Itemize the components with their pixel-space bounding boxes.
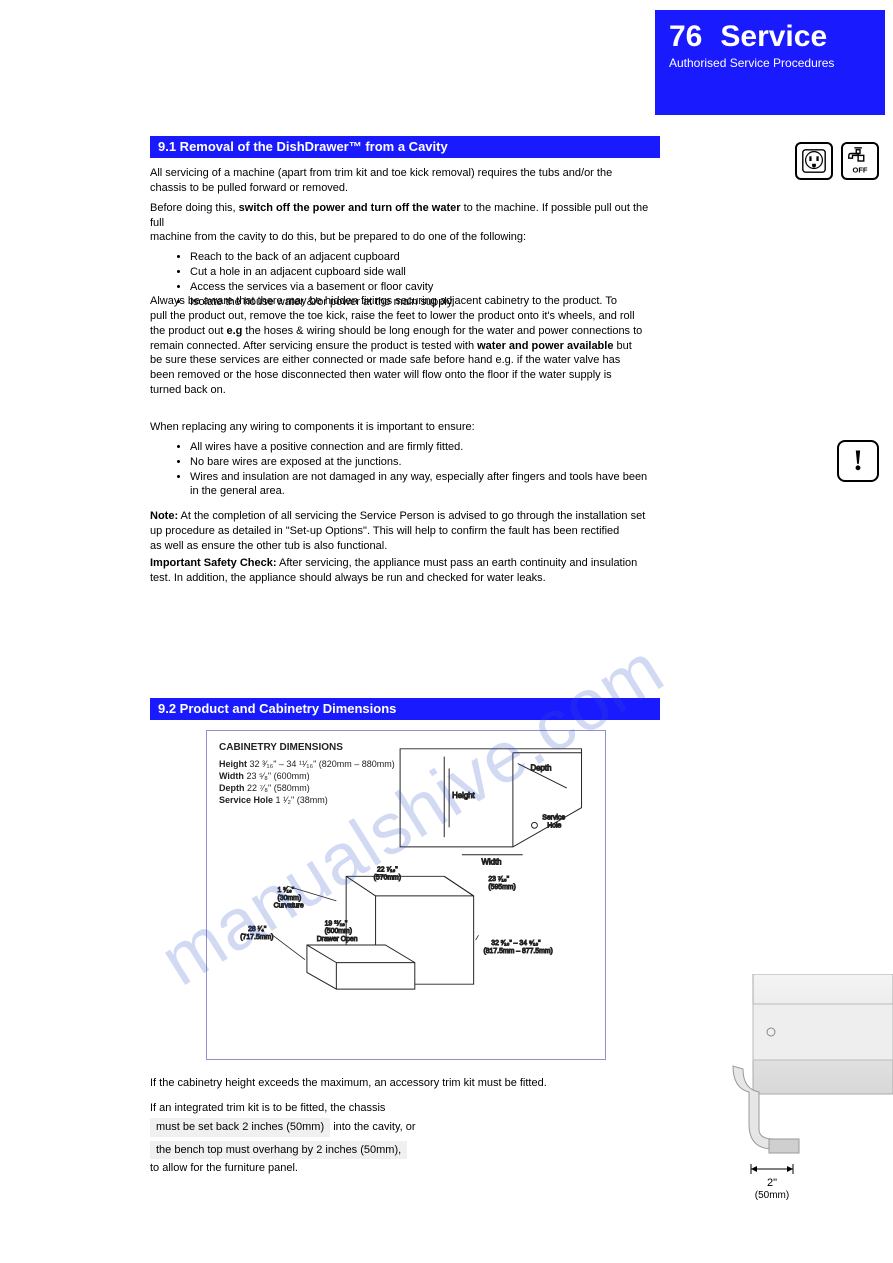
cabinetry-diagram: CABINETRY DIMENSIONS Height 32 ³⁄₁₆" – 3…: [206, 730, 606, 1060]
header-bar: 76 Service Authorised Service Procedures: [655, 10, 885, 115]
t2-l6: been removed or the hose disconnected th…: [150, 369, 612, 381]
note2e: to allow for the furniture panel.: [150, 1162, 298, 1174]
bullet: Reach to the back of an adjacent cupboar…: [190, 250, 655, 265]
t4-c: test. In addition, the appliance should …: [150, 572, 546, 584]
t3-note-b: Note:: [150, 510, 178, 522]
svg-text:(817.5mm – 877.5mm): (817.5mm – 877.5mm): [483, 948, 552, 955]
section-2-notes: If the cabinetry height exceeds the maxi…: [150, 1076, 655, 1181]
svg-text:22 ⁷⁄₁₆": 22 ⁷⁄₁₆": [377, 866, 398, 873]
svg-text:Depth: Depth: [531, 763, 552, 772]
svg-text:Drawer Open: Drawer Open: [317, 936, 358, 943]
t4-a: After servicing, the appliance must pass…: [277, 557, 638, 569]
page-title: Service: [720, 20, 827, 53]
note2b: must be set back 2 inches (50mm): [150, 1118, 330, 1137]
faucet-off-icon: OFF: [841, 142, 879, 180]
page-root: 76 Service Authorised Service Procedures…: [0, 0, 893, 1263]
t2-l7: turned back on.: [150, 384, 226, 396]
svg-text:(570mm): (570mm): [374, 874, 401, 881]
page-subtitle: Authorised Service Procedures: [669, 57, 871, 70]
page-number: 76: [669, 20, 702, 53]
bullet: Wires and insulation are not damaged in …: [190, 470, 655, 500]
svg-text:OFF: OFF: [853, 165, 868, 174]
bullet: Access the services via a basement or fl…: [190, 280, 655, 295]
note2a: If an integrated trim kit is to be fitte…: [150, 1102, 385, 1114]
t1-l3b: switch off the power and turn off the wa…: [236, 202, 464, 214]
t2-l3c: the hoses & wiring should be long enough…: [242, 325, 642, 337]
side-drawer-illustration: 2" (50mm): [723, 974, 893, 1214]
caution-icon: !: [837, 440, 879, 482]
svg-text:28 ¹⁄₄": 28 ¹⁄₄": [248, 926, 267, 933]
svg-text:(30mm): (30mm): [278, 895, 302, 902]
t2-l4b: water and power available: [477, 340, 616, 352]
svg-text:2": 2": [767, 1177, 777, 1189]
t2-l2: pull the product out, remove the toe kic…: [150, 310, 635, 322]
header-inner: 76 Service Authorised Service Procedures: [655, 10, 885, 80]
power-outlet-icon: [795, 142, 833, 180]
section-1-bar: 9.1 Removal of the DishDrawer™ from a Ca…: [150, 136, 660, 158]
svg-text:(50mm): (50mm): [755, 1190, 789, 1201]
t2-l3b: e.g: [226, 325, 242, 337]
svg-text:Width: Width: [482, 858, 502, 867]
note2c: into the cavity, or: [333, 1121, 415, 1133]
t1-l3a: Before doing this,: [150, 202, 236, 214]
t2-l1: Always be aware that there may be hidden…: [150, 295, 617, 307]
svg-text:Hole: Hole: [547, 822, 561, 829]
t3-note-a: At the completion of all servicing the S…: [178, 510, 645, 522]
t2-l4a: remain connected. After servicing ensure…: [150, 340, 477, 352]
t2-l4c: but: [617, 340, 632, 352]
t4-b: Important Safety Check:: [150, 557, 277, 569]
svg-text:1 ³⁄₁₆": 1 ³⁄₁₆": [278, 887, 295, 894]
t3-note-b2: up procedure as detailed in "Set-up Opti…: [150, 525, 619, 537]
t2-l5: be sure these services are either connec…: [150, 354, 620, 366]
section-1-intro: All servicing of a machine (apart from t…: [150, 166, 655, 310]
svg-text:32 ³⁄₁₆" – 34 ⁹⁄₁₆": 32 ³⁄₁₆" – 34 ⁹⁄₁₆": [491, 940, 541, 947]
svg-text:23 ⁷⁄₁₆": 23 ⁷⁄₁₆": [488, 876, 509, 883]
svg-text:Curvature: Curvature: [274, 903, 304, 910]
t1-l1: All servicing of a machine (apart from t…: [150, 167, 612, 179]
t3-note-c: as well as ensure the other tub is also …: [150, 540, 387, 552]
bullet: No bare wires are exposed at the junctio…: [190, 455, 655, 470]
svg-text:(717.5mm): (717.5mm): [240, 934, 273, 941]
exclamation-icon: !: [853, 444, 863, 478]
svg-text:19 ¹¹⁄₁₆": 19 ¹¹⁄₁₆": [325, 920, 348, 927]
section-1-safety: Important Safety Check: After servicing,…: [150, 556, 655, 591]
svg-text:Height: Height: [452, 791, 475, 800]
t1-l4: machine from the cavity to do this, but …: [150, 231, 526, 243]
section-2-bar: 9.2 Product and Cabinetry Dimensions: [150, 698, 660, 720]
t3-lead: When replacing any wiring to components …: [150, 420, 655, 435]
t2-l3a: the product out: [150, 325, 226, 337]
note1: If the cabinetry height exceeds the maxi…: [150, 1076, 655, 1091]
bullet: All wires have a positive connection and…: [190, 440, 655, 455]
svg-text:Service: Service: [542, 814, 565, 821]
note2d: the bench top must overhang by 2 inches …: [150, 1141, 407, 1160]
svg-text:(500mm): (500mm): [325, 928, 352, 935]
svg-text:(595mm): (595mm): [488, 884, 515, 891]
bullet: Cut a hole in an adjacent cupboard side …: [190, 265, 655, 280]
t1-l2: chassis to be pulled forward or removed.: [150, 182, 348, 194]
section-1-para2: Always be aware that there may be hidden…: [150, 294, 655, 403]
section-1-para3: When replacing any wiring to components …: [150, 420, 655, 559]
